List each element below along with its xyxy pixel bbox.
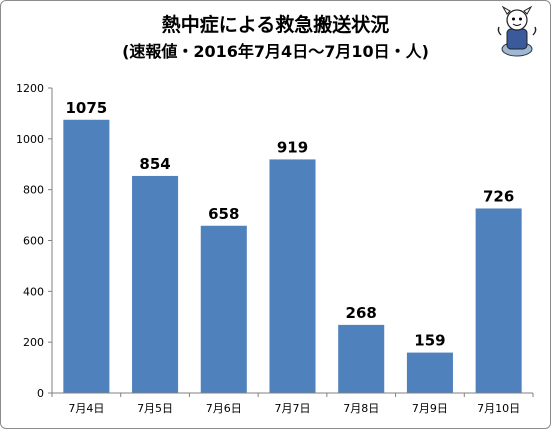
x-tick-label: 7月8日: [343, 402, 379, 415]
data-label-4: 919: [277, 138, 308, 156]
mascot-logo-icon: [497, 5, 537, 57]
x-tick-label: 7月5日: [137, 402, 173, 415]
x-tick-label: 7月9日: [412, 402, 448, 415]
y-tick-label: 200: [23, 336, 44, 349]
x-tick-label: 7月7日: [275, 402, 311, 415]
bar-6: [406, 352, 453, 393]
bar-1: [63, 119, 110, 393]
x-tick-label: 7月10日: [477, 402, 520, 415]
y-tick-label: 1000: [16, 133, 44, 146]
data-label-3: 658: [208, 205, 239, 223]
bar-2: [132, 175, 179, 393]
y-tick-label: 600: [23, 235, 44, 248]
data-label-7: 726: [483, 187, 514, 205]
y-tick-label: 400: [23, 285, 44, 298]
chart-subtitle: (速報値・2016年7月4日〜7月10日・人): [122, 42, 429, 61]
y-tick-label: 800: [23, 184, 44, 197]
chart-title: 熱中症による救急搬送状況: [161, 14, 390, 36]
data-label-1: 1075: [65, 99, 107, 117]
data-label-6: 159: [414, 332, 445, 350]
x-tick-label: 7月6日: [206, 402, 242, 415]
bar-5: [338, 324, 385, 393]
data-label-5: 268: [346, 304, 377, 322]
data-label-2: 854: [139, 155, 170, 173]
y-tick-label: 1200: [16, 82, 44, 95]
bar-3: [200, 225, 247, 393]
bar-4: [269, 159, 316, 393]
bar-7: [475, 208, 522, 393]
x-tick-label: 7月4日: [68, 402, 104, 415]
y-tick-label: 0: [37, 387, 44, 400]
